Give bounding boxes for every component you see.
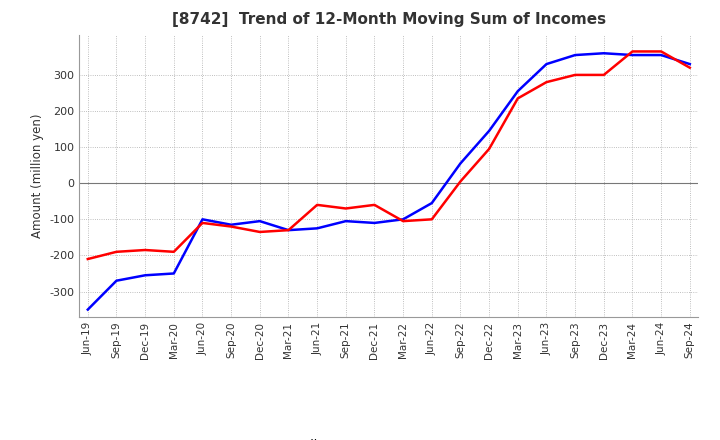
Ordinary Income — [312, 226, 321, 231]
Ordinary Income — [513, 88, 522, 94]
Net Income — [657, 49, 665, 54]
Net Income — [600, 72, 608, 77]
Net Income — [571, 72, 580, 77]
Ordinary Income — [141, 273, 150, 278]
Net Income — [227, 224, 235, 229]
Ordinary Income — [198, 216, 207, 222]
Net Income — [112, 249, 121, 254]
Net Income — [542, 80, 551, 85]
Ordinary Income — [84, 307, 92, 312]
Ordinary Income — [428, 201, 436, 206]
Net Income — [513, 96, 522, 101]
Net Income — [84, 257, 92, 262]
Net Income — [141, 247, 150, 253]
Net Income — [284, 227, 293, 233]
Line: Net Income: Net Income — [88, 51, 690, 259]
Net Income — [456, 179, 465, 184]
Net Income — [341, 206, 350, 211]
Ordinary Income — [600, 51, 608, 56]
Ordinary Income — [657, 52, 665, 58]
Net Income — [485, 146, 493, 151]
Ordinary Income — [485, 128, 493, 133]
Ordinary Income — [628, 52, 636, 58]
Net Income — [169, 249, 178, 254]
Y-axis label: Amount (million yen): Amount (million yen) — [31, 114, 44, 238]
Title: [8742]  Trend of 12-Month Moving Sum of Incomes: [8742] Trend of 12-Month Moving Sum of I… — [172, 12, 606, 27]
Ordinary Income — [227, 222, 235, 227]
Ordinary Income — [542, 62, 551, 67]
Net Income — [428, 216, 436, 222]
Ordinary Income — [256, 219, 264, 224]
Ordinary Income — [456, 161, 465, 166]
Net Income — [312, 202, 321, 208]
Ordinary Income — [370, 220, 379, 226]
Line: Ordinary Income: Ordinary Income — [88, 53, 690, 310]
Ordinary Income — [685, 62, 694, 67]
Ordinary Income — [341, 219, 350, 224]
Ordinary Income — [399, 216, 408, 222]
Net Income — [685, 65, 694, 70]
Net Income — [399, 219, 408, 224]
Ordinary Income — [284, 227, 293, 233]
Net Income — [256, 229, 264, 235]
Net Income — [628, 49, 636, 54]
Net Income — [198, 220, 207, 226]
Net Income — [370, 202, 379, 208]
Ordinary Income — [571, 52, 580, 58]
Legend: Ordinary Income, Net Income: Ordinary Income, Net Income — [245, 434, 533, 440]
Ordinary Income — [169, 271, 178, 276]
Ordinary Income — [112, 278, 121, 283]
